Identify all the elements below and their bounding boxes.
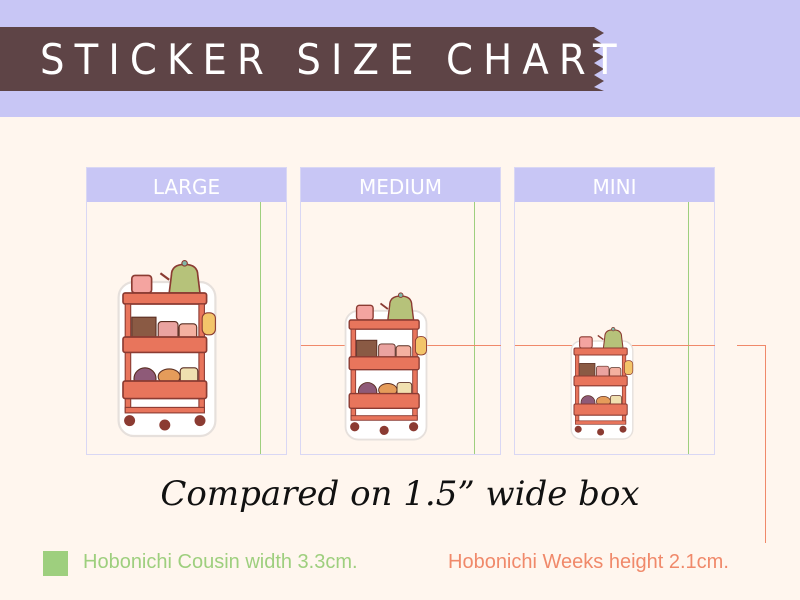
legend-cousin-width: Hobonichi Cousin width 3.3cm. [83,551,358,573]
cousin-width-line [474,202,475,454]
cart-sticker-medium [344,291,428,441]
green-legend-swatch [43,551,68,576]
size-box-large: LARGE [86,167,287,455]
weeks-height-connector [765,345,766,543]
comparison-caption: Compared on 1.5” wide box [160,474,640,514]
cousin-width-line [688,202,689,454]
legend-weeks-height: Hobonichi Weeks height 2.1cm. [448,551,729,573]
size-box-mini: MINI [514,167,715,455]
size-label-medium: MEDIUM [301,168,500,202]
weeks-height-line [737,345,765,346]
cart-sticker-mini [570,326,634,440]
size-box-medium: MEDIUM [300,167,501,455]
title-banner [0,27,604,91]
size-label-large: LARGE [87,168,286,202]
cart-sticker-large [117,259,217,438]
page-title: STICKER SIZE CHART [40,35,627,84]
size-label-mini: MINI [515,168,714,202]
cousin-width-line [260,202,261,454]
